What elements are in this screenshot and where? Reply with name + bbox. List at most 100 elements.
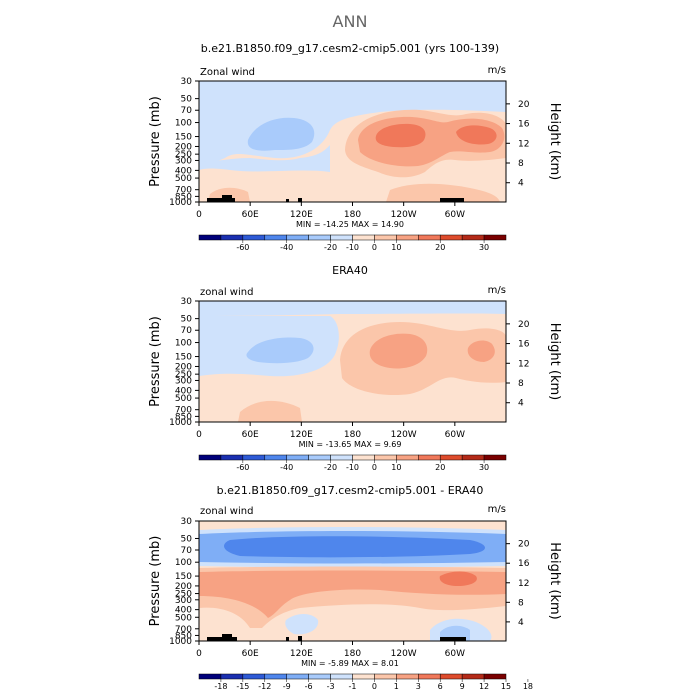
panel-1-colorbar-swatch (418, 234, 441, 241)
panel-1-topography-e (298, 198, 302, 202)
panel-2-contour-westerly-10b (467, 340, 495, 362)
panel-2-colorbar-label: -60 (236, 463, 249, 472)
panel-3-colorbar-swatch (330, 673, 353, 680)
panel-1-ytick-label: 200 (175, 142, 192, 152)
panel-1-colorbar-swatch (220, 234, 244, 241)
panel-1-variable-label: Zonal wind (200, 67, 255, 78)
panel-3-stats: MIN = -5.89 MAX = 8.01 (301, 659, 399, 668)
panel-3-topography-d (286, 637, 289, 641)
panel-1-field (199, 81, 506, 202)
panel-1-xtick-label: 0 (196, 210, 202, 220)
panel-2-colorbar-swatch (308, 454, 331, 461)
panel-3-colorbar-label: 3 (416, 682, 421, 691)
panel-3-ytick-label: 500 (175, 613, 192, 623)
panel-3-ytick-label: 700 (175, 625, 192, 635)
panel-2-colorbar-label: 30 (479, 463, 489, 472)
panel-2-xtick-label: 180 (344, 430, 361, 440)
panel-3-colorbar-label: -12 (258, 682, 271, 691)
panel-1-colorbar-swatch (264, 234, 287, 241)
panel-1-ytick-label: 1000 (169, 198, 192, 208)
panel-3-colorbar-swatch (220, 673, 244, 680)
panel-3-colorbar-label: -6 (305, 682, 313, 691)
panel-3-height-tick-label: 20 (518, 540, 530, 550)
panel-2-colorbar: -60 -40 -20 -10 0 10 20 30 (198, 454, 507, 472)
panel-2-ytick-label: 150 (175, 353, 192, 363)
panel-3-ytick-label: 30 (181, 517, 193, 527)
panel-3-colorbar: -18 -15 -12 -9 -6 -3 -1 0 1 3 6 9 12 15 18 (198, 673, 533, 691)
panel-1-colorbar-swatch (198, 234, 222, 241)
panel-2-colorbar-swatch (461, 454, 485, 461)
panel-2-contour-easterly-10 (246, 337, 314, 364)
panel-2-colorbar-label: -10 (346, 463, 359, 472)
panel-1-ytick-label: 850 (175, 192, 192, 202)
panel-2-title: ERA40 (332, 264, 368, 277)
panel-2-xtick-label: 60W (445, 430, 465, 440)
panel-1-height-tick-label: 16 (518, 120, 530, 130)
panel-3: b.e21.B1850.f09_g17.cesm2-cmip5.001 - ER… (148, 484, 562, 691)
panel-1-xtick-label: 180 (344, 210, 361, 220)
panel-2-colorbar-swatch (286, 454, 309, 461)
panel-3-ytick-label: 70 (181, 546, 193, 556)
panel-2-units-label: m/s (488, 285, 506, 296)
panel-3-ytick-label: 400 (175, 606, 192, 616)
panel-3-colorbar-swatch (198, 673, 222, 680)
panel-3-colorbar-label: 18 (523, 682, 533, 691)
panel-2-ytick-label: 200 (175, 362, 192, 372)
panel-1-ylabel: Pressure (mb) (148, 96, 163, 187)
panel-1-colorbar-label: 0 (372, 243, 377, 252)
panel-3-xtick-label: 60E (242, 649, 259, 659)
panel-1-ytick-label: 150 (175, 133, 192, 143)
panel-3-colorbar-label: 1 (394, 682, 399, 691)
panel-1-colorbar-swatch (242, 234, 266, 241)
panel-1: b.e21.B1850.f09_g17.cesm2-cmip5.001 (yrs… (148, 42, 562, 252)
panel-3-ytick-label: 1000 (169, 637, 192, 647)
panel-1-topography-b (222, 195, 232, 202)
figure-suptitle: ANN (333, 12, 368, 31)
panel-3-topography-c (440, 637, 466, 641)
panel-1-height-tick-label: 8 (518, 159, 524, 169)
panel-1-xtick-label: 60E (242, 210, 259, 220)
panel-2-colorbar-swatch (418, 454, 441, 461)
panel-2-ytick-label: 100 (175, 339, 192, 349)
panel-3-ytick-label: 150 (175, 572, 192, 582)
panel-1-topography-c (440, 198, 464, 202)
panel-2-colorbar-swatch (374, 454, 397, 461)
panel-3-field (199, 521, 506, 641)
panel-2-contour-surface-westerly (238, 400, 302, 422)
panel-3-colorbar-label: 6 (438, 682, 443, 691)
panel-3-colorbar-label: -15 (236, 682, 249, 691)
panel-3-colorbar-swatch (483, 673, 507, 680)
panel-2-height-tick-label: 20 (518, 320, 530, 330)
panel-3-colorbar-label: 15 (501, 682, 511, 691)
panel-3-xtick-label: 120W (391, 649, 417, 659)
panel-1-xtick-label: 120E (290, 210, 313, 220)
panel-3-ylabel-right: Height (km) (547, 542, 562, 619)
panel-2-ytick-label: 50 (181, 315, 193, 325)
panel-3-colorbar-swatch (396, 673, 419, 680)
panel-3-variable-label: zonal wind (200, 506, 253, 517)
panel-3-colorbar-swatch (308, 673, 331, 680)
panel-2-colorbar-label: 10 (391, 463, 401, 472)
panel-3-colorbar-label: -1 (349, 682, 357, 691)
panel-3-height-tick-label: 16 (518, 559, 530, 569)
panel-3-colorbar-label: 12 (479, 682, 489, 691)
panel-2-colorbar-label: 0 (372, 463, 377, 472)
panel-2-colorbar-label: 20 (435, 463, 445, 472)
panel-1-colorbar-swatch (374, 234, 397, 241)
panel-1-height-tick-label: 4 (518, 179, 524, 189)
panel-1-ytick-label: 700 (175, 186, 192, 196)
panel-1-units-label: m/s (488, 65, 506, 76)
panel-2-ylabel: Pressure (mb) (148, 316, 163, 407)
panel-2-variable-label: zonal wind (200, 287, 253, 298)
panel-3-contour-pos-3 (199, 570, 506, 618)
panel-1-colorbar-swatch (483, 234, 507, 241)
panel-1-ytick-label: 70 (181, 106, 193, 116)
panel-3-colorbar-swatch (374, 673, 397, 680)
panel-2-height-tick-label: 4 (518, 399, 524, 409)
panel-2-ytick-label: 850 (175, 412, 192, 422)
panel-1-contour-easterly-10 (247, 117, 315, 151)
panel-1-height-tick-label: 12 (518, 139, 529, 149)
panel-1-ytick-label: 300 (175, 156, 192, 166)
panel-3-topography-b (222, 634, 232, 641)
